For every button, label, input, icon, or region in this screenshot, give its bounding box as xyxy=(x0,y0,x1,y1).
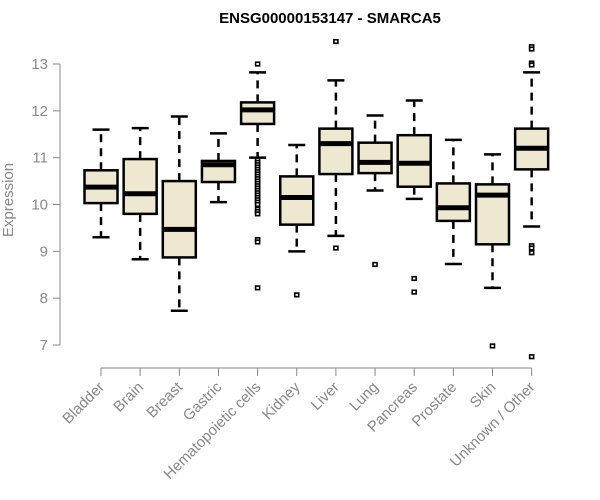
box-group-unknown-other xyxy=(513,44,550,360)
x-tick-label: Liver xyxy=(308,379,343,414)
x-tick-label: Skin xyxy=(467,379,500,412)
box-iqr xyxy=(357,141,393,175)
plot-area xyxy=(83,38,550,360)
box-group-bladder xyxy=(83,128,119,239)
box-iqr xyxy=(122,157,158,216)
outlier-point xyxy=(254,211,261,217)
y-tick-label: 7 xyxy=(40,337,48,354)
x-tick-label: Kidney xyxy=(259,378,304,423)
box-group-hematopoietic-cells xyxy=(239,61,276,291)
outlier-point xyxy=(528,62,535,68)
outlier-point xyxy=(333,245,339,251)
chart-title: ENSG00000153147 - SMARCA5 xyxy=(219,10,441,27)
y-tick-label: 13 xyxy=(31,56,48,73)
box-group-lung xyxy=(357,114,393,268)
outlier-point xyxy=(254,285,261,291)
outlier-point xyxy=(254,61,261,67)
outlier-point xyxy=(528,250,535,256)
x-tick-label: Lung xyxy=(346,379,382,415)
outlier-point xyxy=(254,201,261,208)
y-tick-label: 10 xyxy=(31,197,48,214)
box-group-skin xyxy=(474,153,511,349)
outlier-point xyxy=(411,275,418,282)
box-iqr xyxy=(161,179,198,259)
y-tick-label: 8 xyxy=(40,290,48,307)
box-iqr xyxy=(435,182,472,223)
x-tick-label: Bladder xyxy=(59,379,108,428)
box-group-brain xyxy=(122,126,158,261)
y-tick-label: 9 xyxy=(40,243,48,260)
box-group-pancreas xyxy=(396,99,432,295)
outlier-point xyxy=(254,239,261,245)
outlier-point xyxy=(489,343,496,349)
outlier-point xyxy=(528,46,535,52)
box-group-prostate xyxy=(435,138,472,266)
outlier-point xyxy=(411,289,418,295)
x-tick-label: Breast xyxy=(143,378,186,421)
x-tick-label: Brain xyxy=(110,379,147,416)
outlier-point xyxy=(528,354,535,360)
box-group-liver xyxy=(318,38,354,251)
outlier-point xyxy=(528,245,535,251)
outlier-point xyxy=(372,261,378,268)
y-axis: 7 8 9 10 11 12 13 xyxy=(31,56,61,354)
box-group-kidney xyxy=(279,143,315,298)
box-iqr xyxy=(279,175,315,226)
y-tick-label: 11 xyxy=(32,150,48,167)
box-group-breast xyxy=(161,115,198,313)
y-tick-label: 12 xyxy=(31,103,48,120)
outlier-point xyxy=(333,38,339,45)
outlier-point xyxy=(293,292,300,298)
y-axis-title: Expression xyxy=(0,163,17,237)
box-group-gastric xyxy=(200,132,237,204)
box-iqr xyxy=(239,101,276,126)
box-iqr xyxy=(318,127,354,176)
